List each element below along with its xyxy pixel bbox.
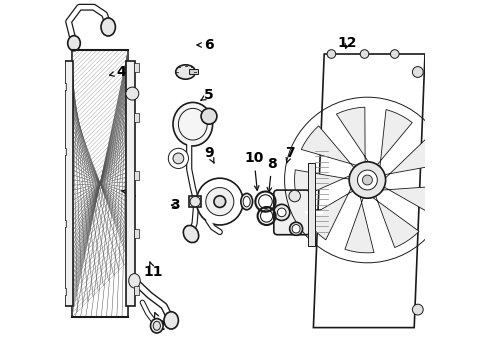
Circle shape: [360, 50, 369, 58]
Text: 4: 4: [109, 65, 125, 79]
Bar: [63, 220, 66, 227]
Bar: [63, 83, 66, 90]
Bar: [134, 286, 139, 295]
Text: 7: 7: [285, 146, 295, 163]
Circle shape: [363, 175, 372, 185]
Circle shape: [273, 204, 290, 220]
Polygon shape: [294, 170, 350, 199]
Text: 10: 10: [245, 152, 264, 190]
Circle shape: [173, 153, 184, 164]
Bar: [72, 50, 128, 317]
Ellipse shape: [241, 193, 252, 210]
Circle shape: [169, 148, 189, 168]
Circle shape: [196, 178, 243, 225]
Bar: [134, 63, 139, 72]
Bar: [134, 229, 139, 238]
Bar: [65, 61, 73, 306]
Bar: [189, 196, 201, 207]
FancyBboxPatch shape: [274, 190, 310, 235]
Circle shape: [214, 196, 226, 207]
Polygon shape: [345, 196, 374, 253]
Text: 6: 6: [197, 38, 214, 52]
Text: 12: 12: [338, 36, 357, 50]
Text: 2: 2: [154, 312, 165, 333]
Polygon shape: [377, 109, 412, 168]
Bar: [63, 148, 66, 155]
Circle shape: [126, 87, 139, 100]
Ellipse shape: [290, 222, 303, 235]
Ellipse shape: [183, 225, 198, 243]
Text: 3: 3: [170, 198, 180, 212]
Polygon shape: [306, 186, 353, 240]
Text: 9: 9: [204, 146, 214, 163]
Ellipse shape: [243, 196, 250, 207]
Bar: [63, 288, 66, 295]
Text: 11: 11: [144, 262, 163, 279]
Circle shape: [413, 304, 423, 315]
Bar: [72, 50, 128, 317]
Bar: [308, 163, 315, 246]
Circle shape: [206, 188, 234, 216]
Polygon shape: [381, 186, 440, 214]
Polygon shape: [385, 138, 439, 180]
Circle shape: [327, 50, 336, 58]
Ellipse shape: [164, 312, 178, 329]
Polygon shape: [301, 126, 358, 168]
Ellipse shape: [68, 36, 80, 51]
Text: 5: 5: [201, 89, 214, 102]
Ellipse shape: [176, 65, 196, 79]
Ellipse shape: [101, 18, 116, 36]
Polygon shape: [314, 54, 425, 328]
Ellipse shape: [150, 319, 163, 333]
Circle shape: [289, 190, 300, 202]
Circle shape: [277, 208, 286, 217]
Text: 1: 1: [121, 186, 137, 199]
Circle shape: [391, 50, 399, 58]
Ellipse shape: [129, 274, 140, 288]
Ellipse shape: [292, 225, 300, 233]
Text: 8: 8: [267, 157, 277, 192]
Circle shape: [413, 67, 423, 77]
Circle shape: [349, 162, 386, 198]
Polygon shape: [370, 196, 419, 248]
Bar: [189, 69, 198, 74]
Ellipse shape: [153, 321, 160, 330]
Circle shape: [358, 170, 377, 190]
Circle shape: [190, 197, 200, 207]
Polygon shape: [336, 107, 370, 162]
Ellipse shape: [173, 102, 213, 146]
Bar: [134, 113, 139, 122]
Bar: [134, 171, 139, 180]
Bar: [126, 61, 135, 306]
Circle shape: [201, 108, 217, 124]
